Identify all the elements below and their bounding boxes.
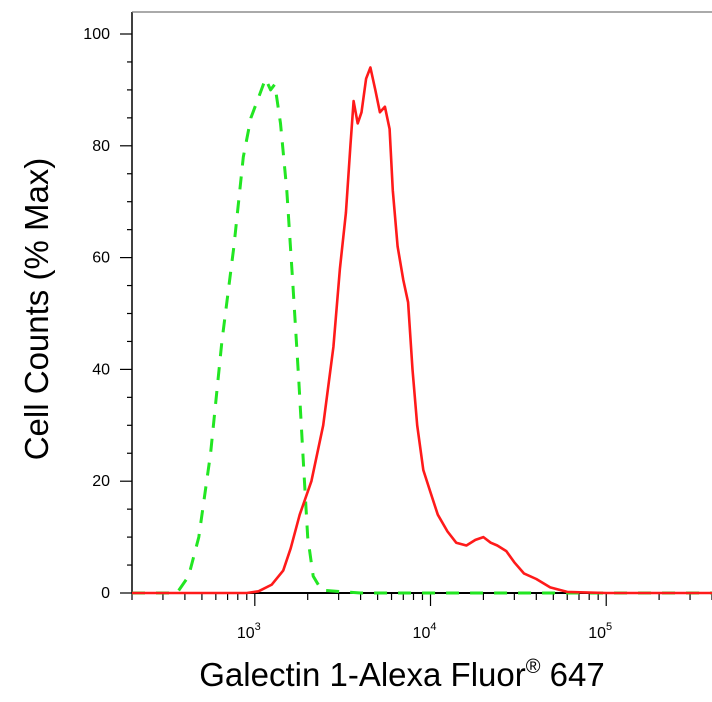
x-axis-label: Galectin 1-Alexa Fluor® 647 [199, 656, 604, 693]
sample-histogram-line [132, 66, 712, 595]
labels-group: Cell Counts (% Max) Galectin 1-Alexa Flu… [18, 158, 605, 693]
y-tick-label: 100 [83, 26, 110, 43]
x-axis-label-suffix: 647 [541, 656, 605, 693]
x-axis-label-registered-mark: ® [526, 656, 541, 678]
control-histogram-line [132, 77, 712, 595]
y-tick-label: 80 [92, 138, 110, 155]
x-tick-label-base: 10 [588, 625, 606, 642]
x-tick-label-base: 10 [413, 625, 431, 642]
x-tick-label: 104 [413, 621, 437, 642]
y-tick-label: 60 [92, 250, 110, 267]
x-tick-label-exponent: 4 [430, 621, 436, 633]
y-axis-label: Cell Counts (% Max) [18, 158, 55, 461]
plot-area [132, 66, 712, 595]
x-tick-label: 105 [588, 621, 612, 642]
y-tick-label: 40 [92, 361, 110, 378]
y-tick-label: 0 [101, 585, 110, 602]
x-axis-label-main: Galectin 1-Alexa Fluor [199, 656, 525, 693]
x-tick-label: 103 [237, 621, 261, 642]
y-tick-label: 20 [92, 473, 110, 490]
x-tick-label-exponent: 5 [606, 621, 612, 633]
x-tick-label-exponent: 3 [255, 621, 261, 633]
x-tick-label-base: 10 [237, 625, 255, 642]
